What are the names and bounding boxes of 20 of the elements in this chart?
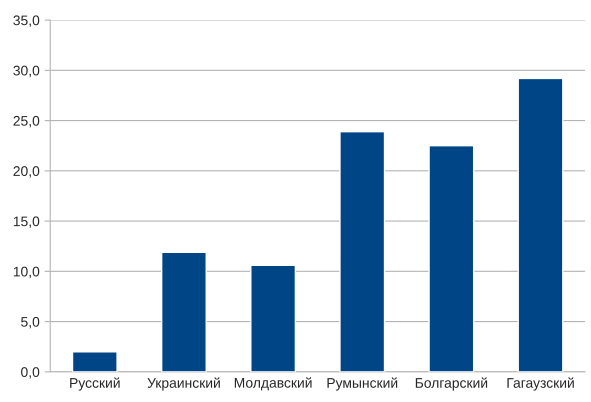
x-tick-label: Гагаузский [507, 377, 574, 391]
x-tick-label: Болгарский [416, 377, 488, 391]
bar [250, 264, 296, 372]
bar [428, 145, 474, 372]
bar [339, 130, 386, 372]
y-tick-label: 35,0 [13, 15, 40, 27]
bar [518, 78, 564, 372]
x-tick-label: Украинский [147, 377, 220, 391]
x-tick-label: Румынский [327, 377, 398, 391]
bar [160, 252, 207, 372]
y-tick-label: 15,0 [14, 216, 40, 228]
x-tick-label: Молдавский [234, 377, 312, 390]
y-tick-label: 25,0 [13, 116, 40, 128]
y-tick-label: 20,0 [13, 166, 40, 178]
y-tick-label: 5,0 [21, 316, 40, 328]
x-tick-label: Русский [70, 377, 120, 391]
bar [72, 351, 118, 372]
y-tick-label: 30,0 [13, 66, 40, 78]
y-tick-label: 10,0 [14, 266, 40, 278]
y-tick-label: 0,0 [21, 367, 40, 379]
